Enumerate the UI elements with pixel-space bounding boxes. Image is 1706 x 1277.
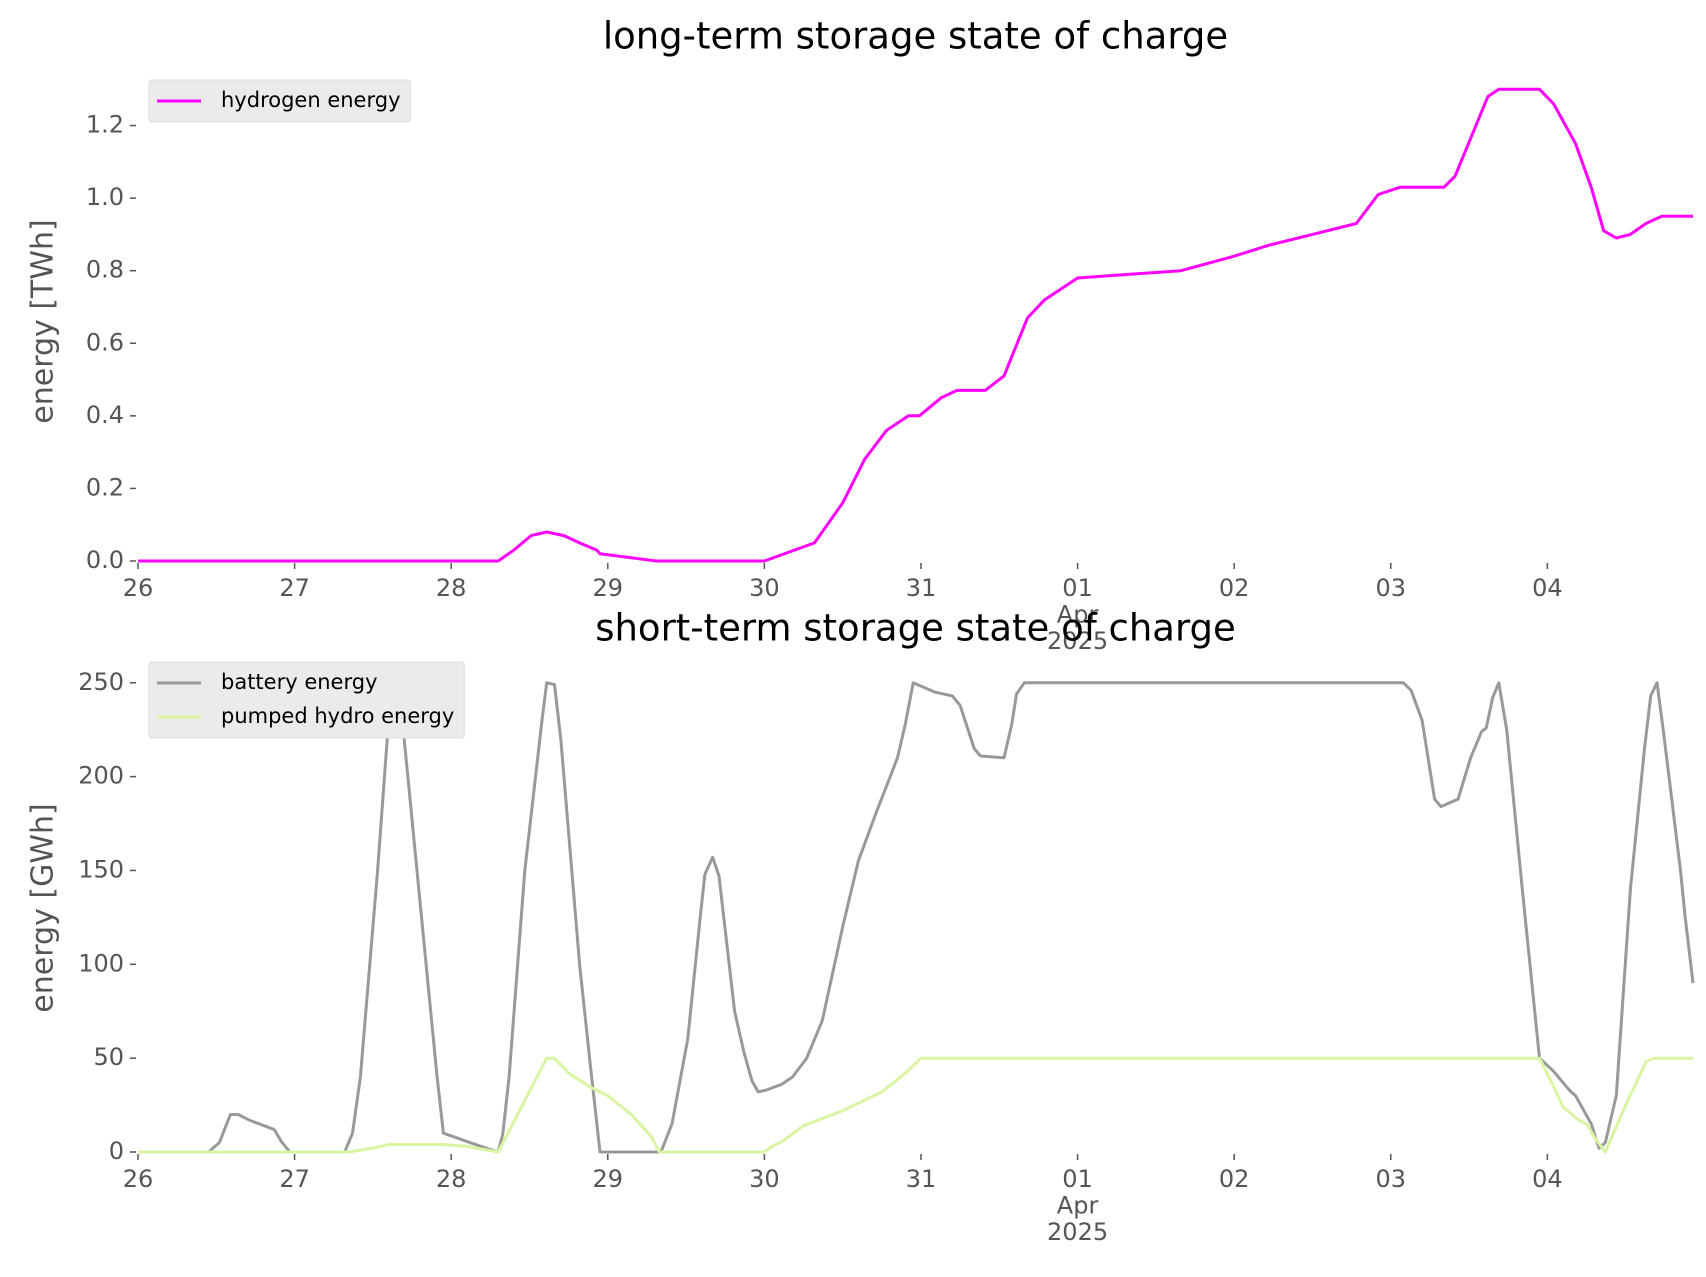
- y-tick-label: 0.2: [86, 473, 124, 501]
- series-line: [138, 87, 1693, 563]
- x-tick-label: 28: [436, 1165, 467, 1193]
- x-tick-label: 27: [279, 574, 310, 602]
- legend-label: pumped hydro energy: [221, 704, 454, 728]
- y-tick-label: 0.4: [86, 401, 124, 429]
- legend-label: battery energy: [221, 670, 378, 694]
- x-tick-label: 31: [906, 1165, 937, 1193]
- y-tick-label: 150: [78, 855, 124, 883]
- x-tick-label: 28: [436, 574, 467, 602]
- y-tick-label: 0.0: [86, 546, 124, 574]
- legend-label: hydrogen energy: [221, 88, 401, 112]
- x-tick-label: 26: [123, 1165, 154, 1193]
- legend-box: [148, 661, 465, 739]
- y-axis-label: energy [GWh]: [26, 803, 61, 1012]
- series-line: [138, 681, 1695, 1154]
- x-tick-label: 02: [1219, 1165, 1250, 1193]
- x-tick-label: 01 Apr 2025: [1047, 1165, 1108, 1246]
- series-line: [138, 1056, 1693, 1154]
- x-tick-label: 31: [906, 574, 937, 602]
- y-tick-label: 100: [78, 949, 124, 977]
- x-tick-label: 04: [1532, 1165, 1563, 1193]
- x-tick-label: 01 Apr 2025: [1047, 574, 1108, 655]
- y-axis-label: energy [TWh]: [26, 219, 61, 423]
- x-tick-label: 30: [749, 1165, 780, 1193]
- x-tick-label: 29: [593, 1165, 624, 1193]
- y-tick-label: 1.2: [86, 111, 124, 139]
- y-tick-label: 0: [109, 1137, 124, 1165]
- chart-title: short-term storage state of charge: [595, 607, 1236, 650]
- y-tick-label: 200: [78, 762, 124, 790]
- x-tick-label: 27: [279, 1165, 310, 1193]
- legend-box: [148, 79, 411, 123]
- y-tick-label: 0.8: [86, 256, 124, 284]
- x-tick-label: 29: [593, 574, 624, 602]
- x-tick-label: 26: [123, 574, 154, 602]
- legend: battery energy pumped hydro energy: [148, 661, 465, 739]
- y-tick-label: 1.0: [86, 183, 124, 211]
- x-tick-label: 02: [1219, 574, 1250, 602]
- x-tick-label: 03: [1375, 574, 1406, 602]
- x-tick-label: 03: [1375, 1165, 1406, 1193]
- x-tick-label: 30: [749, 574, 780, 602]
- y-tick-label: 0.6: [86, 328, 124, 356]
- x-tick-label: 04: [1532, 574, 1563, 602]
- legend: hydrogen energy: [148, 79, 411, 123]
- y-tick-label: 250: [78, 668, 124, 696]
- y-tick-label: 50: [93, 1043, 124, 1071]
- chart-title: long-term storage state of charge: [603, 15, 1228, 58]
